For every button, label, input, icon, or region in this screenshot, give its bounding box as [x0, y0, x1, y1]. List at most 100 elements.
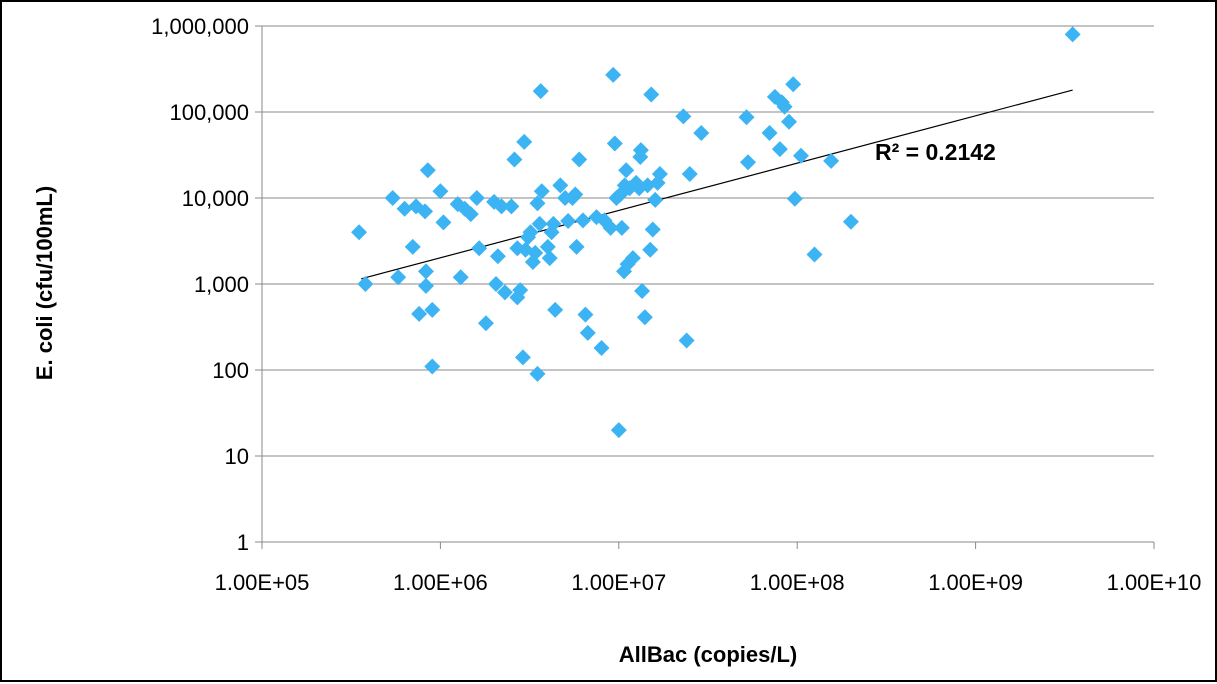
data-points — [351, 26, 1081, 439]
data-point — [632, 142, 649, 159]
data-point — [417, 203, 434, 220]
data-point — [541, 250, 558, 267]
data-point — [785, 76, 802, 93]
data-point — [1064, 26, 1081, 43]
y-tick-label: 10,000 — [182, 186, 249, 211]
data-point — [575, 212, 592, 229]
data-point — [529, 195, 546, 212]
trendline-group — [361, 89, 1073, 280]
data-point — [606, 135, 623, 152]
data-point — [740, 154, 757, 171]
data-point — [644, 221, 661, 238]
data-point — [681, 166, 698, 183]
data-point — [432, 183, 449, 200]
data-point — [806, 246, 823, 263]
gridlines — [262, 25, 1154, 457]
data-point — [634, 282, 651, 299]
data-point — [781, 113, 798, 130]
data-point — [417, 277, 434, 294]
data-point — [531, 215, 548, 232]
y-tick-label: 1,000,000 — [151, 14, 249, 39]
data-point — [411, 305, 428, 322]
data-point — [568, 238, 585, 255]
data-point — [435, 214, 452, 231]
data-point — [506, 151, 523, 168]
data-point — [539, 238, 556, 255]
data-point — [514, 349, 531, 366]
data-point — [532, 83, 549, 100]
data-point — [786, 190, 803, 207]
data-point — [651, 166, 668, 183]
data-point — [624, 250, 641, 267]
data-point — [404, 238, 421, 255]
data-point — [771, 141, 788, 158]
y-tick-label: 100,000 — [169, 100, 249, 125]
data-point — [471, 240, 488, 257]
x-tick-label: 1.00E+10 — [1107, 570, 1202, 595]
data-point — [417, 263, 434, 280]
data-point — [419, 162, 436, 179]
data-point — [738, 109, 755, 126]
data-point — [529, 365, 546, 382]
data-point — [593, 340, 610, 357]
y-axis-title: E. coli (cfu/100mL) — [32, 186, 57, 380]
data-point — [618, 162, 635, 179]
data-point — [571, 151, 588, 168]
data-point — [545, 215, 562, 232]
data-point — [577, 306, 594, 323]
data-point — [560, 213, 577, 230]
data-point — [636, 309, 653, 326]
data-point — [643, 86, 660, 103]
data-point — [613, 219, 630, 236]
data-point — [533, 183, 550, 200]
data-point — [351, 224, 368, 241]
data-point — [503, 198, 520, 215]
data-point — [396, 200, 413, 217]
data-point — [384, 190, 401, 206]
r-squared-annotation: R² = 0.2142 — [875, 139, 996, 165]
trendline — [361, 89, 1073, 280]
data-point — [390, 269, 407, 286]
data-point — [693, 124, 710, 141]
data-point — [462, 206, 479, 223]
data-point — [477, 315, 494, 332]
data-point — [792, 147, 809, 164]
data-point — [424, 358, 441, 375]
data-point — [823, 152, 840, 169]
data-point — [527, 244, 544, 261]
x-axis-title: AllBac (copies/L) — [619, 642, 797, 667]
data-point — [496, 284, 513, 301]
data-point — [452, 269, 469, 286]
data-point — [488, 276, 505, 292]
data-point — [567, 186, 584, 203]
data-point — [675, 108, 692, 125]
data-point — [489, 248, 506, 265]
data-point — [610, 422, 627, 439]
data-point — [579, 324, 596, 341]
x-tick-label: 1.00E+07 — [571, 570, 666, 595]
data-point — [357, 276, 374, 292]
data-point — [547, 301, 564, 318]
x-tick-labels: 1.00E+05 1.00E+06 1.00E+07 1.00E+08 1.00E+09… — [215, 570, 1202, 595]
x-tick-label: 1.00E+09 — [928, 570, 1023, 595]
y-tick-label: 1,000 — [194, 272, 249, 297]
x-tick-label: 1.00E+08 — [750, 570, 845, 595]
x-tick-label: 1.00E+05 — [215, 570, 310, 595]
axes — [255, 25, 1155, 549]
data-point — [678, 332, 695, 349]
data-point — [776, 98, 793, 115]
y-tick-label: 10 — [225, 444, 249, 469]
data-point — [512, 282, 529, 299]
y-tick-label: 1 — [237, 530, 249, 555]
x-tick-label: 1.00E+06 — [393, 570, 488, 595]
data-point — [424, 301, 441, 318]
data-point — [468, 190, 485, 206]
data-point — [602, 219, 619, 236]
y-tick-labels: 1 10 100 1,000 10,000 100,000 1,000,000 — [151, 14, 249, 555]
data-point — [642, 241, 659, 258]
data-point — [522, 224, 539, 241]
data-point — [761, 124, 778, 141]
data-point — [647, 191, 664, 208]
